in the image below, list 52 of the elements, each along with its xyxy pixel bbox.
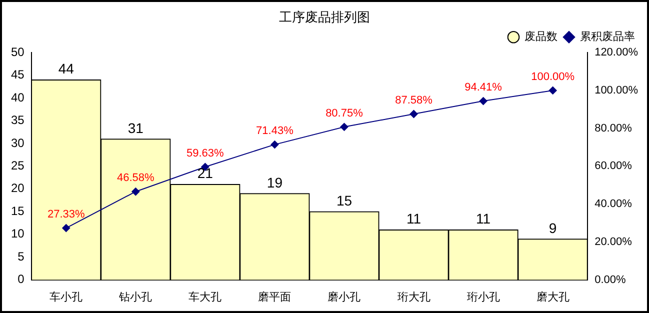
data-label: 59.63%	[186, 147, 224, 160]
x-tick-label: 钻小孔	[118, 290, 152, 304]
y-tick-label: 25	[10, 158, 25, 173]
data-label: 87.58%	[395, 94, 433, 107]
y-tick-label: 40	[10, 90, 25, 104]
y-tick-label: 50	[10, 44, 25, 59]
chart-title: 工序废品排列图	[279, 9, 370, 24]
y-tick-label: 35	[10, 113, 25, 128]
y2-tick-label: 120.00%	[594, 46, 638, 59]
y-tick-label: 45	[10, 68, 25, 82]
data-label: 94.41%	[464, 82, 502, 94]
x-tick-label: 车大孔	[188, 290, 222, 304]
x-tick-label: 车小孔	[50, 290, 83, 304]
y-tick-label: 15	[10, 204, 25, 218]
y-tick-label: 30	[10, 136, 25, 150]
point	[410, 110, 418, 118]
y-tick-label: 10	[10, 226, 25, 241]
data-label: 71.43%	[256, 125, 294, 138]
x-tick-label: 磨小孔	[328, 290, 361, 304]
point	[270, 140, 279, 149]
y-tick-label: 0	[18, 272, 25, 286]
data-label: 80.75%	[326, 107, 364, 120]
point	[132, 188, 140, 196]
y-tick-label: 20	[10, 181, 25, 196]
data-label: 46.58%	[116, 172, 155, 184]
x-tick-label: 磨大孔	[536, 290, 570, 304]
data-label: 100.00%	[531, 71, 575, 83]
data-label: 19	[266, 174, 283, 190]
y2-tick-label: 60.00%	[594, 160, 632, 172]
y2-tick-label: 100.00%	[594, 84, 638, 96]
data-label: 44	[58, 60, 74, 77]
x-tick-label: 珩小孔	[466, 290, 500, 304]
point	[548, 86, 557, 94]
legend-label: 累积废品率	[580, 30, 635, 44]
x-tick-label: 磨平面	[258, 290, 292, 304]
y-tick-label: 5	[18, 249, 25, 264]
legend-label: 废品数	[524, 30, 558, 44]
y2-tick-label: 40.00%	[594, 198, 632, 210]
point	[62, 224, 70, 232]
data-label: 27.33%	[47, 208, 85, 221]
point	[479, 97, 488, 106]
y2-tick-label: 0.00%	[594, 274, 626, 286]
data-label: 31	[128, 120, 144, 136]
point	[340, 122, 348, 131]
y2-tick-label: 20.00%	[594, 236, 632, 248]
data-label: 11	[476, 210, 491, 227]
data-label: 9	[548, 220, 557, 236]
data-label: 21	[197, 165, 214, 182]
x-tick-label: 珩大孔	[397, 290, 430, 304]
data-label: 11	[406, 210, 422, 227]
y2-tick-label: 80.00%	[594, 122, 632, 134]
data-label: 15	[336, 192, 352, 208]
